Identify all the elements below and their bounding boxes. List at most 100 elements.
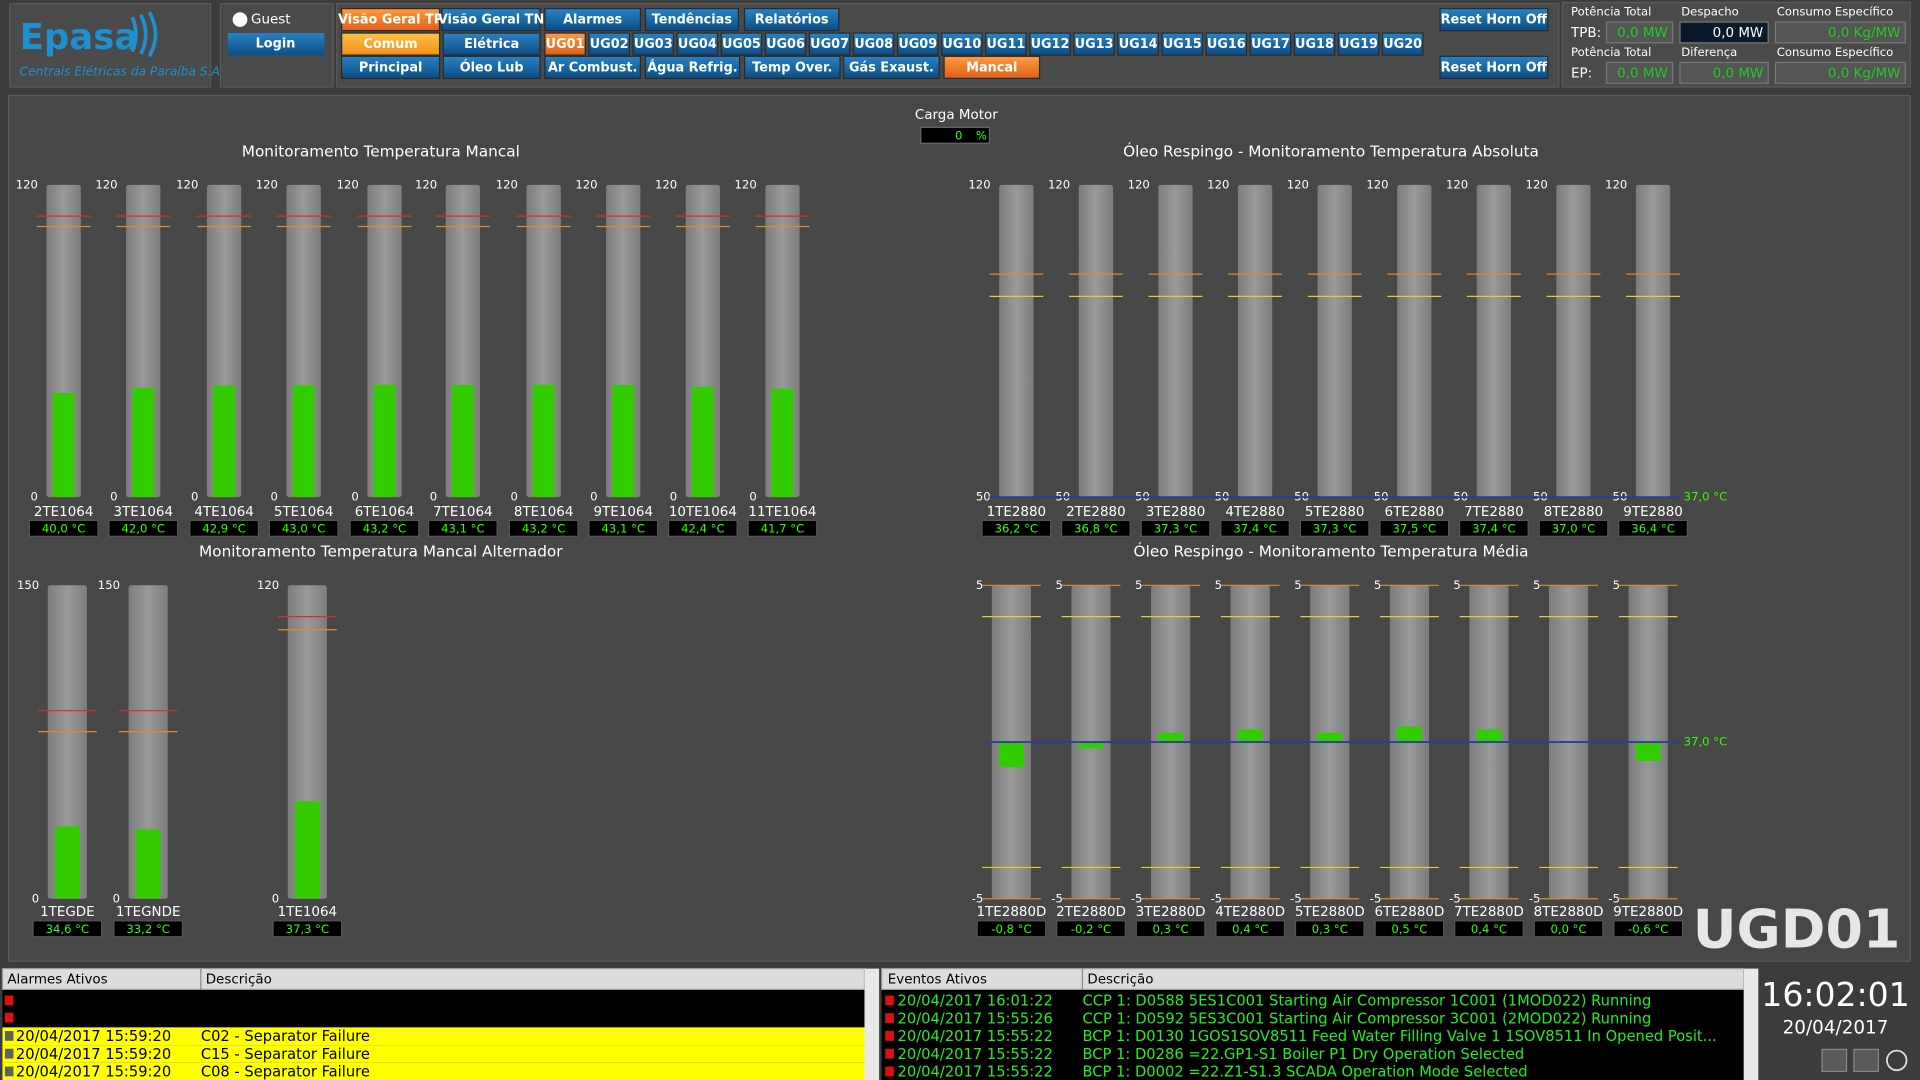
nav-button[interactable] <box>1029 32 1071 56</box>
nav-button-text[interactable]: Gás Exaust. <box>849 60 934 75</box>
nav-button-text[interactable]: UG15 <box>1163 37 1202 52</box>
nav-button-text[interactable]: UG09 <box>898 37 937 52</box>
nav-button-text[interactable]: Tendências <box>652 13 733 28</box>
sensor-value: 0,0 °C <box>1551 922 1587 936</box>
power-value: 0,0 MW <box>1713 26 1764 41</box>
scale-min: 0 <box>113 891 120 905</box>
nav-button[interactable] <box>852 32 895 56</box>
alarm-text: C08 - Separator Failure <box>201 1064 370 1080</box>
nav-button-text[interactable]: Comum <box>364 37 418 52</box>
nav-button[interactable] <box>985 32 1027 56</box>
nav-button[interactable] <box>1205 32 1248 56</box>
nav-button-text[interactable]: UG16 <box>1207 37 1246 52</box>
nav-button-text[interactable]: UG20 <box>1383 37 1422 52</box>
sensor-value: 37,4 °C <box>1233 521 1277 535</box>
nav-button[interactable] <box>442 32 541 56</box>
nav-button[interactable] <box>843 55 940 79</box>
value-box <box>1135 920 1206 938</box>
power-box <box>1774 21 1906 44</box>
nav-button[interactable] <box>544 32 586 56</box>
nav-button-text[interactable]: UG03 <box>634 37 673 52</box>
gauge-fill <box>292 385 315 498</box>
nav-button-text[interactable]: UG17 <box>1251 37 1290 52</box>
gauge-fill <box>1317 732 1343 743</box>
nav-button-text[interactable]: UG10 <box>942 37 981 52</box>
login-text[interactable]: Login <box>256 37 296 52</box>
nav-button[interactable] <box>943 55 1041 79</box>
nav-button-text[interactable]: Óleo Lub <box>460 59 524 75</box>
events-scrollbar[interactable] <box>1743 968 1759 1080</box>
nav-button[interactable] <box>1293 32 1336 56</box>
nav-button[interactable] <box>1439 55 1549 79</box>
nav-button[interactable] <box>1073 32 1115 56</box>
nav-button-text[interactable]: UG18 <box>1295 37 1334 52</box>
nav-button[interactable] <box>442 55 541 79</box>
nav-button-text[interactable]: Relatórios <box>755 13 829 28</box>
nav-button[interactable] <box>1249 32 1292 56</box>
nav-button-text[interactable]: Reset Horn Off <box>1441 60 1548 75</box>
nav-button[interactable] <box>808 32 851 56</box>
nav-button-text[interactable]: UG05 <box>722 37 761 52</box>
nav-button[interactable] <box>743 7 840 32</box>
nav-button-text[interactable]: Visão Geral TP <box>338 13 443 28</box>
event-icon <box>885 1066 894 1077</box>
event-time: 20/04/2017 16:01:22 <box>898 993 1053 1010</box>
nav-button-text[interactable]: UG06 <box>766 37 805 52</box>
nav-button[interactable] <box>896 32 939 56</box>
nav-button[interactable] <box>676 32 719 56</box>
nav-button-text[interactable]: Temp Over. <box>752 60 832 75</box>
key-icon[interactable] <box>1853 1048 1879 1073</box>
nav-button[interactable] <box>1439 7 1549 32</box>
nav-button-text[interactable]: UG11 <box>986 37 1025 52</box>
nav-button[interactable] <box>644 55 741 79</box>
sensor-name: 7TE2880D <box>1454 905 1524 920</box>
nav-button[interactable] <box>544 7 642 32</box>
nav-button-text[interactable]: UG04 <box>678 37 717 52</box>
nav-button-text[interactable]: Alarmes <box>563 13 622 28</box>
nav-button-text[interactable]: UG07 <box>810 37 849 52</box>
nav-button-text[interactable]: Reset Horn Off <box>1441 13 1548 28</box>
globe-icon[interactable] <box>1886 1049 1908 1072</box>
nav-button[interactable] <box>743 55 841 79</box>
value-box <box>427 519 498 537</box>
nav-button[interactable] <box>632 32 675 56</box>
nav-button[interactable] <box>341 7 441 32</box>
nav-button-text[interactable]: UG12 <box>1031 37 1070 52</box>
scale-min: 0 <box>31 490 38 504</box>
exit-icon[interactable] <box>1821 1048 1848 1073</box>
value-box <box>1613 920 1684 938</box>
scale-min: -5 <box>972 891 984 905</box>
nav-button[interactable] <box>544 55 642 79</box>
nav-button-text[interactable]: UG01 <box>546 37 585 52</box>
nav-button[interactable] <box>1381 32 1424 56</box>
nav-button-text[interactable]: UG02 <box>590 37 629 52</box>
nav-button[interactable] <box>341 55 441 79</box>
nav-button-text[interactable]: UG19 <box>1339 37 1378 52</box>
nav-button[interactable] <box>588 32 630 56</box>
nav-button-text[interactable]: UG13 <box>1075 37 1114 52</box>
nav-button-text[interactable]: Visão Geral TN <box>438 13 544 28</box>
company: Centrais Elétricas da Paraíba S.A. <box>20 65 224 79</box>
nav-button-text[interactable]: UG08 <box>854 37 893 52</box>
events-header-1: Eventos Ativos <box>888 973 987 988</box>
nav-button-text[interactable]: Elétrica <box>464 37 519 52</box>
nav-button[interactable] <box>441 7 541 32</box>
nav-button-text[interactable]: Principal <box>359 60 423 75</box>
nav-button[interactable] <box>941 32 983 56</box>
nav-button-text[interactable]: Água Refrig. <box>647 59 737 75</box>
nav-button[interactable] <box>720 32 763 56</box>
nav-button[interactable] <box>1161 32 1204 56</box>
nav-button-text[interactable]: Mancal <box>966 60 1017 75</box>
scale-max: 120 <box>968 177 990 191</box>
scale-min: -5 <box>1051 891 1063 905</box>
alarms-scrollbar[interactable] <box>864 968 880 1080</box>
nav-button-text[interactable]: Ar Combust. <box>548 60 637 75</box>
login-button[interactable] <box>227 33 325 56</box>
nav-button[interactable] <box>644 7 739 32</box>
nav-button[interactable] <box>1117 32 1159 56</box>
nav-button-text[interactable]: UG14 <box>1119 37 1158 52</box>
nav-button[interactable] <box>341 32 441 56</box>
nav-button[interactable] <box>1337 32 1380 56</box>
nav-button[interactable] <box>764 32 807 56</box>
